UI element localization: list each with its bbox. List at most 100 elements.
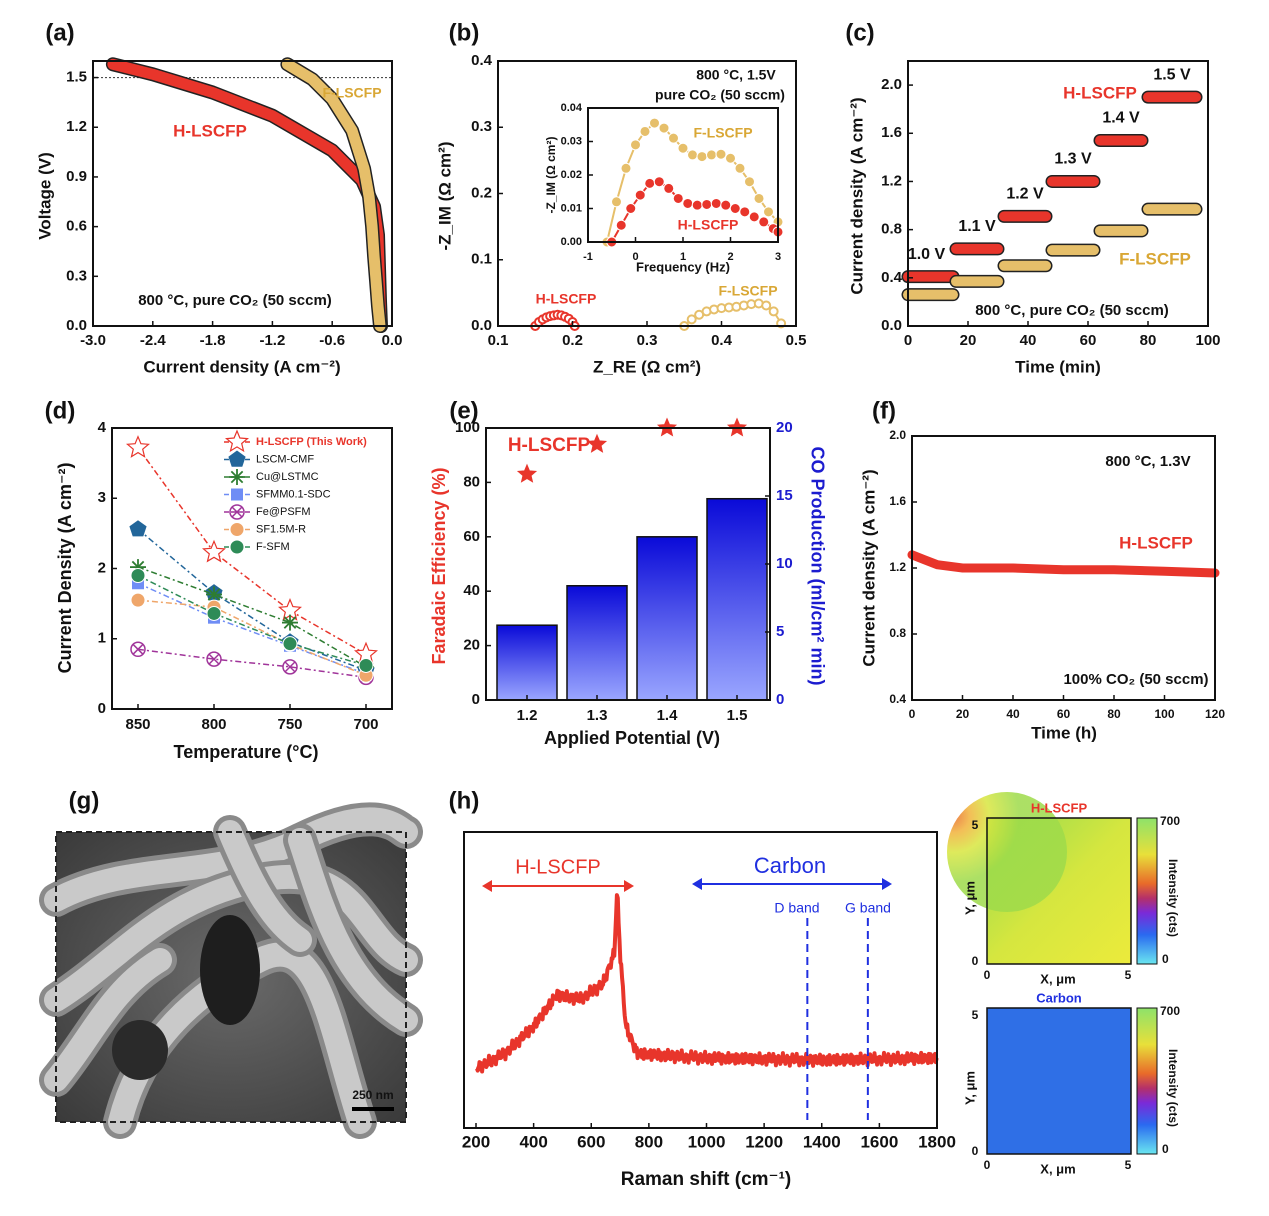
inset-point bbox=[615, 219, 627, 231]
sem-frame bbox=[55, 831, 407, 1123]
colorbar bbox=[1136, 817, 1158, 965]
x-tick-label: 0.1 bbox=[488, 332, 509, 349]
y-tick-label: 0.0 bbox=[881, 317, 902, 334]
panel-label: (a) bbox=[45, 19, 74, 46]
chart-e: 1.2 1.3 1.4 1.5 0 20 40 60 80 100 0 5 10 15 20 Applied … bbox=[429, 417, 827, 748]
x-tick-label: 700 bbox=[353, 716, 378, 733]
inset-point bbox=[653, 176, 665, 188]
circle-marker bbox=[206, 605, 222, 621]
inset-bg bbox=[588, 108, 778, 242]
inset-point bbox=[744, 176, 755, 188]
y-tick-label: 0.04 bbox=[561, 102, 583, 114]
y-tick-label: 3 bbox=[98, 489, 106, 506]
inset-point bbox=[620, 162, 632, 174]
series-line bbox=[137, 528, 367, 672]
y-tick-label: 0.4 bbox=[471, 52, 493, 69]
inset-point bbox=[696, 151, 708, 163]
panel-label: (c) bbox=[845, 19, 874, 46]
x-tick-label: 400 bbox=[519, 1132, 547, 1151]
x-tick-label: 600 bbox=[577, 1132, 605, 1151]
map-tick: 0 bbox=[984, 1158, 991, 1172]
plot-frame bbox=[111, 427, 393, 710]
x-tick-label: -1 bbox=[583, 251, 593, 263]
step-voltage-label: 1.4 V bbox=[1102, 110, 1140, 127]
y-tick-label: 1.2 bbox=[881, 172, 902, 189]
asterisk-stroke bbox=[207, 588, 221, 601]
x-tick-label: -1.2 bbox=[259, 332, 285, 349]
inset-point bbox=[677, 142, 689, 154]
map-x-label: X, μm bbox=[1040, 971, 1075, 986]
y-tick-label: 10 bbox=[776, 555, 793, 572]
range-label: H-LSCFP bbox=[515, 856, 601, 878]
legend-entry: SF1.5M-R bbox=[256, 523, 306, 535]
y-tick-label: 0.6 bbox=[66, 218, 87, 235]
condition-annotation: pure CO₂ (50 sccm) bbox=[655, 87, 785, 103]
pentagon-marker bbox=[129, 520, 147, 537]
series-label: H-LSCFP bbox=[536, 291, 597, 307]
condition-annotation: 800 °C, 1.5V bbox=[696, 67, 776, 83]
fiber bbox=[218, 820, 312, 952]
x-tick-label: 200 bbox=[462, 1132, 490, 1151]
inset-point bbox=[710, 197, 722, 209]
circle-marker bbox=[130, 592, 146, 608]
x-tick-label: 0.0 bbox=[382, 332, 403, 349]
x-tick-label: -2.4 bbox=[140, 332, 167, 349]
inset-point bbox=[725, 152, 736, 164]
x-axis-label: Temperature (°C) bbox=[174, 742, 319, 762]
inset-y-label: -Z_IM (Ω cm²) bbox=[544, 137, 558, 214]
colorbar-min: 0 bbox=[1162, 952, 1169, 966]
legend-entry: Cu@LSTMC bbox=[256, 471, 319, 483]
x-tick-label: 60 bbox=[1057, 707, 1071, 721]
map-tick: 0 bbox=[984, 968, 991, 982]
y-tick-label: 0 bbox=[98, 700, 106, 717]
step-voltage-label: 1.0 V bbox=[908, 246, 946, 263]
y-tick-label: 1.6 bbox=[881, 124, 902, 141]
stability-curve bbox=[907, 550, 1220, 578]
map-frame bbox=[986, 1007, 1132, 1155]
x-tick-label: 20 bbox=[960, 332, 977, 349]
y-tick-label: 2 bbox=[98, 559, 106, 576]
star-marker bbox=[586, 433, 608, 453]
inset-point bbox=[668, 132, 679, 144]
inset-point bbox=[763, 206, 774, 218]
inset-point bbox=[753, 192, 765, 204]
x-tick-label: 40 bbox=[1020, 332, 1037, 349]
series-line bbox=[137, 648, 367, 679]
y-tick-label: 0.8 bbox=[889, 626, 906, 640]
step-voltage-label: 1.1 V bbox=[958, 218, 996, 235]
fiber bbox=[44, 807, 418, 912]
map-tick: 5 bbox=[1125, 1158, 1132, 1172]
x-tick-label: 800 bbox=[201, 716, 226, 733]
y-axis-label: Faradaic Efficiency (%) bbox=[429, 467, 449, 664]
y-tick-label: 0.4 bbox=[889, 692, 906, 706]
map-title: Carbon bbox=[1036, 990, 1082, 1005]
y-tick-label: 0.8 bbox=[881, 221, 902, 238]
co-production-bar bbox=[706, 497, 768, 701]
x-tick-label: -1.8 bbox=[200, 332, 226, 349]
inset-series-label: H-LSCFP bbox=[678, 217, 739, 233]
chart-f: 0 20 40 60 80 100 120 0.4 0.8 1.2 1.6 2.0 Time (h) Cu… bbox=[859, 428, 1225, 742]
inset-point bbox=[682, 197, 694, 209]
x-tick-label: 2 bbox=[727, 251, 733, 263]
x-tick-label: 3 bbox=[775, 251, 781, 263]
xcircle-stroke bbox=[132, 643, 144, 655]
chart-c: 1.0 V 1.1 V 1.2 V 1.3 V 1.4 V 1.5 V 0 20 40 60 80 1… bbox=[847, 60, 1221, 376]
x-axis-label: Current density (A cm⁻²) bbox=[143, 357, 340, 376]
xcircle-stroke bbox=[284, 661, 296, 673]
band-label: D band bbox=[774, 900, 819, 916]
inset-point bbox=[691, 199, 703, 211]
x-tick-label: 120 bbox=[1205, 707, 1225, 721]
arrow-head bbox=[624, 880, 634, 892]
x-tick-label: 1600 bbox=[860, 1132, 898, 1151]
inset-point bbox=[758, 216, 770, 228]
x-tick-label: 1200 bbox=[745, 1132, 783, 1151]
panel-label: (f) bbox=[872, 397, 896, 424]
y-tick-label: 1 bbox=[98, 630, 106, 647]
condition-annotation: 100% CO₂ (50 sccm) bbox=[1063, 671, 1208, 688]
xcircle-marker bbox=[229, 504, 245, 520]
step-voltage-label: 1.5 V bbox=[1153, 66, 1191, 83]
x-tick-label: 850 bbox=[125, 716, 150, 733]
x-tick-label: 1.4 bbox=[657, 707, 679, 724]
y-axis-label: Current density (A cm⁻²) bbox=[847, 97, 866, 294]
y-tick-label: 60 bbox=[463, 528, 480, 545]
